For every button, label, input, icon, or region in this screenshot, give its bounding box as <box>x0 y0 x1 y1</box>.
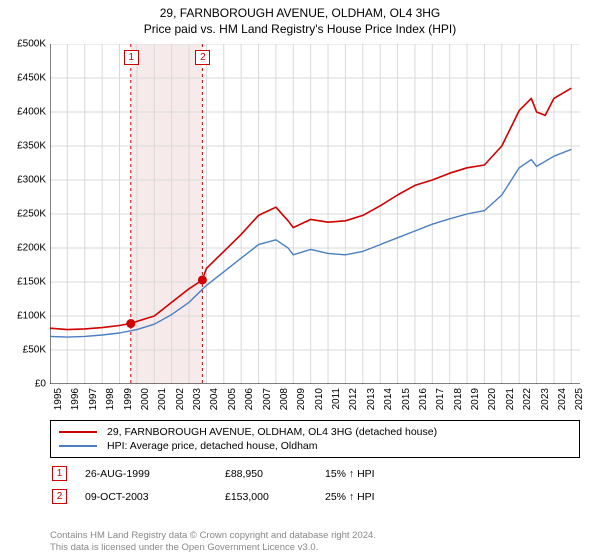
x-tick-label: 2014 <box>383 388 394 410</box>
x-tick-label: 2015 <box>401 388 412 410</box>
sale-row: 1 26-AUG-1999£88,95015% ↑ HPI <box>50 462 580 485</box>
x-tick-label: 2005 <box>227 388 238 410</box>
x-tick-label: 2001 <box>157 388 168 410</box>
x-tick-label: 1998 <box>105 388 116 410</box>
x-tick-label: 2008 <box>279 388 290 410</box>
title-block: 29, FARNBOROUGH AVENUE, OLDHAM, OL4 3HG … <box>0 0 600 36</box>
legend-label: 29, FARNBOROUGH AVENUE, OLDHAM, OL4 3HG … <box>107 426 437 438</box>
x-tick-label: 2016 <box>418 388 429 410</box>
y-tick-label: £450K <box>17 73 46 84</box>
x-tick-label: 2023 <box>540 388 551 410</box>
x-tick-label: 1997 <box>88 388 99 410</box>
x-tick-label: 2010 <box>314 388 325 410</box>
x-tick-label: 2018 <box>453 388 464 410</box>
x-tick-label: 2022 <box>522 388 533 410</box>
y-tick-label: £0 <box>35 379 46 390</box>
y-tick-label: £300K <box>17 175 46 186</box>
sale-row-pct: 15% ↑ HPI <box>325 468 485 480</box>
x-tick-label: 2002 <box>175 388 186 410</box>
sale-row-badge: 2 <box>52 489 67 504</box>
x-tick-label: 1995 <box>53 388 64 410</box>
x-tick-label: 2024 <box>557 388 568 410</box>
sale-row-price: £153,000 <box>225 491 325 503</box>
legend-swatch <box>59 431 97 433</box>
x-tick-label: 2017 <box>435 388 446 410</box>
x-tick-label: 2012 <box>348 388 359 410</box>
x-tick-label: 2020 <box>487 388 498 410</box>
footer-note: Contains HM Land Registry data © Crown c… <box>50 530 580 554</box>
sale-row-date: 26-AUG-1999 <box>85 468 225 480</box>
chart-title: 29, FARNBOROUGH AVENUE, OLDHAM, OL4 3HG <box>0 6 600 20</box>
y-tick-label: £100K <box>17 311 46 322</box>
legend-swatch <box>59 445 97 447</box>
x-tick-label: 2013 <box>366 388 377 410</box>
chart-subtitle: Price paid vs. HM Land Registry's House … <box>0 22 600 36</box>
x-tick-label: 2011 <box>331 388 342 410</box>
legend: 29, FARNBOROUGH AVENUE, OLDHAM, OL4 3HG … <box>50 420 580 458</box>
x-tick-label: 2006 <box>244 388 255 410</box>
x-tick-label: 2009 <box>296 388 307 410</box>
legend-label: HPI: Average price, detached house, Oldh… <box>107 440 318 452</box>
y-tick-label: £400K <box>17 107 46 118</box>
sale-row-badge: 1 <box>52 466 67 481</box>
x-tick-label: 2000 <box>140 388 151 410</box>
sales-table: 1 26-AUG-1999£88,95015% ↑ HPI 2 09-OCT-2003… <box>50 462 580 508</box>
footer-line-2: This data is licensed under the Open Gov… <box>50 542 580 554</box>
x-tick-label: 1999 <box>123 388 134 410</box>
sale-marker-badge: 1 <box>124 50 139 65</box>
x-tick-label: 2019 <box>470 388 481 410</box>
x-tick-label: 2004 <box>209 388 220 410</box>
y-tick-label: £200K <box>17 243 46 254</box>
chart-svg <box>50 44 580 384</box>
x-tick-label: 2021 <box>505 388 516 410</box>
legend-item: HPI: Average price, detached house, Oldh… <box>59 439 571 453</box>
plot-area: £0£50K£100K£150K£200K£250K£300K£350K£400… <box>50 44 580 384</box>
x-tick-label: 1996 <box>70 388 81 410</box>
y-tick-label: £50K <box>23 345 46 356</box>
x-tick-label: 2007 <box>262 388 273 410</box>
y-tick-label: £150K <box>17 277 46 288</box>
footer-line-1: Contains HM Land Registry data © Crown c… <box>50 530 580 542</box>
chart-container: 29, FARNBOROUGH AVENUE, OLDHAM, OL4 3HG … <box>0 0 600 560</box>
y-tick-label: £500K <box>17 39 46 50</box>
x-tick-label: 2025 <box>574 388 585 410</box>
sale-row-date: 09-OCT-2003 <box>85 491 225 503</box>
y-tick-label: £350K <box>17 141 46 152</box>
sale-row-pct: 25% ↑ HPI <box>325 491 485 503</box>
sale-row: 2 09-OCT-2003£153,00025% ↑ HPI <box>50 485 580 508</box>
legend-item: 29, FARNBOROUGH AVENUE, OLDHAM, OL4 3HG … <box>59 425 571 439</box>
x-tick-label: 2003 <box>192 388 203 410</box>
sale-marker-badge: 2 <box>195 50 210 65</box>
y-tick-label: £250K <box>17 209 46 220</box>
sale-row-price: £88,950 <box>225 468 325 480</box>
